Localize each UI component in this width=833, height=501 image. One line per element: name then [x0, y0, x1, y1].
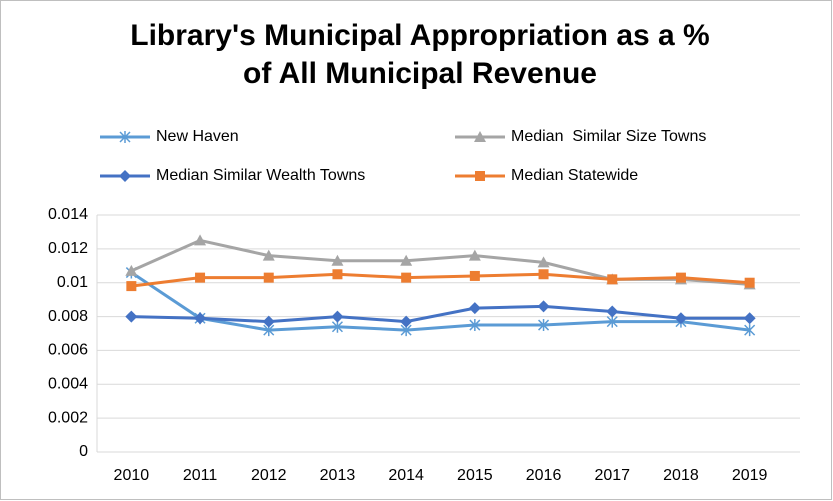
x-tick-label: 2016 — [526, 467, 562, 484]
marker — [538, 319, 550, 332]
legend-label: Median Statewide — [511, 167, 638, 184]
marker — [607, 274, 618, 285]
y-tick-label: 0.012 — [48, 240, 88, 257]
marker — [606, 305, 619, 318]
legend-label: Median Similar Wealth Towns — [156, 167, 365, 184]
y-tick-label: 0.01 — [57, 274, 88, 291]
marker — [263, 272, 274, 283]
x-tick-label: 2011 — [183, 467, 218, 484]
series-line — [131, 304, 750, 324]
x-tick-label: 2017 — [594, 467, 630, 484]
x-tick-label: 2012 — [251, 467, 287, 484]
x-tick-label: 2013 — [320, 467, 356, 484]
x-tick-label: 2010 — [114, 467, 150, 484]
marker — [126, 281, 137, 292]
y-tick-label: 0.008 — [48, 308, 88, 325]
marker — [400, 254, 413, 266]
marker — [194, 312, 207, 325]
legend-label: New Haven — [156, 128, 239, 145]
marker — [537, 300, 550, 313]
marker — [468, 249, 481, 261]
chart-title: Library's Municipal Appropriation as a % — [130, 19, 709, 52]
marker — [475, 171, 485, 181]
y-tick-label: 0.004 — [48, 376, 88, 393]
marker — [674, 312, 687, 325]
marker — [119, 131, 131, 143]
marker — [400, 315, 413, 328]
x-tick-label: 2014 — [388, 467, 424, 484]
marker — [474, 131, 486, 142]
marker — [743, 312, 756, 325]
y-tick-label: 0.006 — [48, 342, 88, 359]
series-line — [130, 271, 750, 332]
x-tick-label: 2015 — [457, 467, 493, 484]
marker — [125, 310, 138, 323]
x-tick-label: 2019 — [732, 467, 768, 484]
chart-title: of All Municipal Revenue — [243, 57, 597, 90]
legend-label: Median Similar Size Towns — [511, 128, 706, 145]
y-tick-label: 0.002 — [48, 409, 88, 426]
marker — [262, 249, 275, 261]
marker — [468, 302, 481, 315]
marker — [401, 272, 412, 283]
marker — [331, 310, 344, 323]
marker — [606, 315, 618, 328]
marker — [537, 256, 550, 268]
marker — [675, 272, 686, 283]
marker — [195, 272, 206, 283]
marker — [469, 270, 480, 281]
marker — [744, 277, 755, 288]
y-tick-label: 0 — [79, 443, 88, 460]
marker — [125, 264, 138, 276]
marker — [744, 324, 756, 337]
marker — [194, 234, 207, 246]
marker — [119, 170, 131, 182]
series-line — [131, 272, 750, 288]
marker — [332, 269, 343, 280]
marker — [469, 319, 481, 332]
marker — [331, 320, 343, 333]
y-tick-label: 0.014 — [48, 206, 88, 223]
x-tick-label: 2018 — [663, 467, 699, 484]
marker — [538, 269, 549, 280]
marker — [331, 254, 344, 266]
marker — [262, 315, 275, 328]
